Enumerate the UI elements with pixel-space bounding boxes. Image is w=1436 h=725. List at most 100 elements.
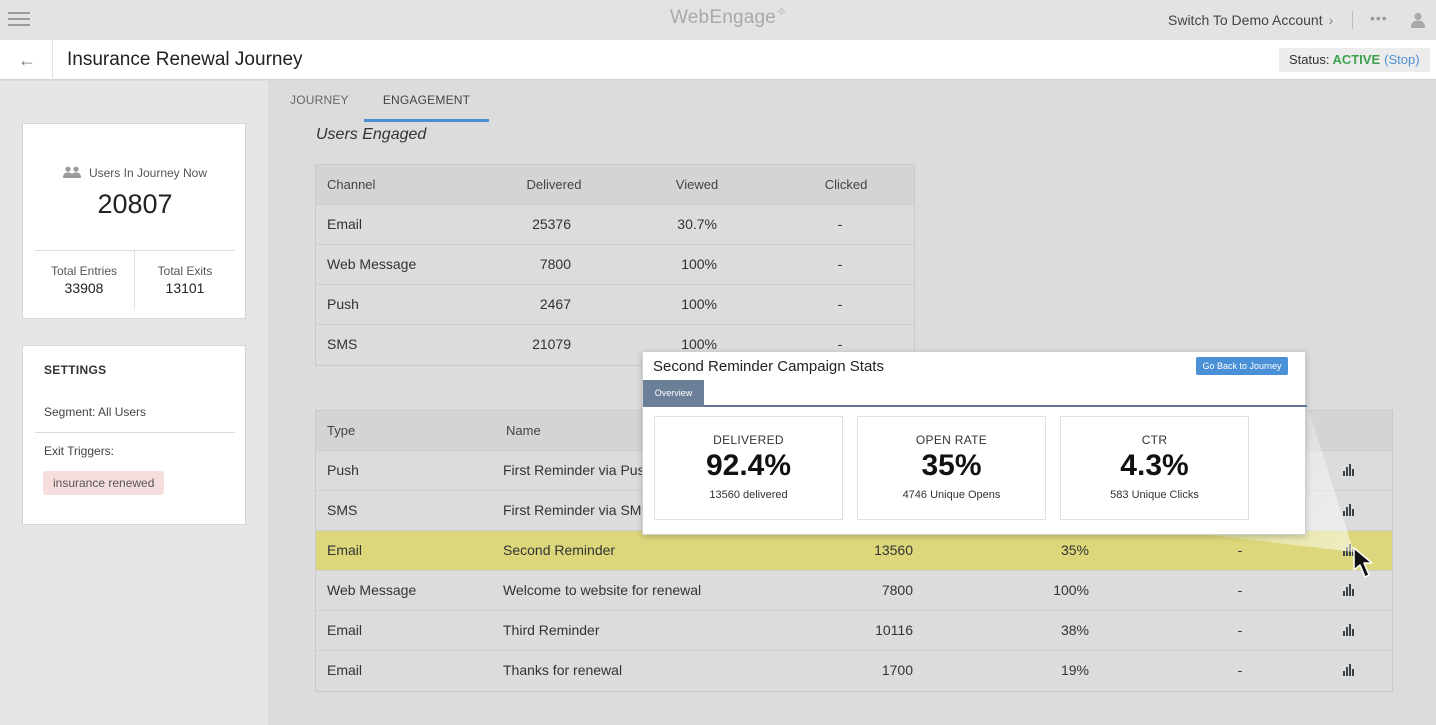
metric-value: 4.3% xyxy=(1120,449,1189,482)
column-header: Delivered xyxy=(526,177,582,192)
users-in-journey-count: 20807 xyxy=(97,189,173,219)
popup-tab-bar: Overview xyxy=(643,380,1307,407)
bar-chart-icon[interactable] xyxy=(1343,624,1355,636)
users-group-icon xyxy=(62,166,81,178)
bar-chart-icon[interactable] xyxy=(1343,504,1355,516)
table-row: Web Message 7800 100% - xyxy=(316,245,914,285)
title-bar: ← Insurance Renewal Journey Status: ACTIV… xyxy=(0,40,1436,80)
delivered-cell: 7800 xyxy=(881,582,913,598)
stop-journey-link[interactable]: (Stop) xyxy=(1384,52,1420,67)
user-icon[interactable] xyxy=(1411,12,1425,28)
name-cell: Second Reminder xyxy=(503,542,616,558)
table-row[interactable]: Email Thanks for renewal 1700 19% - xyxy=(316,651,1392,691)
metric-label: DELIVERED xyxy=(713,433,784,447)
switch-demo-account-link[interactable]: Switch To Demo Account › xyxy=(1168,12,1333,28)
table-row-highlighted[interactable]: Email Second Reminder 13560 35% - xyxy=(316,531,1392,571)
delivered-cell: 10116 xyxy=(875,622,913,638)
divider xyxy=(134,251,135,309)
type-cell: SMS xyxy=(327,502,358,518)
viewed-cell: 100% xyxy=(681,296,717,312)
channel-cell: SMS xyxy=(327,336,358,352)
go-back-to-journey-button[interactable]: Go Back to Journey xyxy=(1196,357,1288,375)
top-bar: WebEngage✧ Switch To Demo Account › ••• xyxy=(0,0,1436,40)
total-entries-label: Total Entries xyxy=(50,264,118,278)
metric-label: CTR xyxy=(1141,433,1168,447)
name-cell: Welcome to website for renewal xyxy=(503,582,702,598)
column-header: Channel xyxy=(327,177,376,192)
status-label: Status: xyxy=(1289,52,1330,67)
tab-engagement[interactable]: ENGAGEMENT xyxy=(364,81,489,122)
delivered-cell: 2467 xyxy=(539,296,571,312)
column-header: Name xyxy=(506,423,541,438)
channel-cell: Email xyxy=(327,216,363,232)
name-cell: First Reminder via SMS xyxy=(503,502,651,518)
type-cell: Push xyxy=(327,462,359,478)
delivered-metric-card: DELIVERED 92.4% 13560 delivered xyxy=(654,416,843,520)
table-row[interactable]: Email Third Reminder 10116 38% - xyxy=(316,611,1392,651)
clicked-cell: - xyxy=(1237,542,1243,558)
page-title: Insurance Renewal Journey xyxy=(67,49,303,70)
divider xyxy=(35,432,235,433)
chevron-right-icon: › xyxy=(1328,12,1334,28)
viewed-cell: 100% xyxy=(1053,582,1089,598)
viewed-cell: 30.7% xyxy=(677,216,717,232)
column-header: Type xyxy=(327,423,356,438)
clicked-cell: - xyxy=(837,336,843,352)
table-row[interactable]: Web Message Welcome to website for renew… xyxy=(316,571,1392,611)
divider xyxy=(52,40,53,80)
table-row: SMS 21079 100% - xyxy=(316,325,914,365)
clicked-cell: - xyxy=(837,256,843,272)
users-in-journey-label: Users In Journey Now xyxy=(88,166,208,180)
clicked-cell: - xyxy=(837,296,843,312)
status-badge: Status: ACTIVE (Stop) xyxy=(1279,48,1430,72)
exit-triggers-label: Exit Triggers: xyxy=(44,444,115,458)
open-rate-metric-card: OPEN RATE 35% 4746 Unique Opens xyxy=(857,416,1046,520)
viewed-cell: 100% xyxy=(681,336,717,352)
name-cell: Third Reminder xyxy=(503,622,600,638)
table-row: Push 2467 100% - xyxy=(316,285,914,325)
clicked-cell: - xyxy=(1237,582,1243,598)
left-sidebar: Users In Journey Now 20807 Total Entries… xyxy=(0,81,268,725)
popup-title: Second Reminder Campaign Stats xyxy=(653,358,884,375)
table-row: Email 25376 30.7% - xyxy=(316,205,914,245)
campaign-stats-popup: Second Reminder Campaign Stats Go Back t… xyxy=(642,351,1307,535)
users-engaged-title: Users Engaged xyxy=(316,126,427,143)
viewed-cell: 100% xyxy=(681,256,717,272)
clicked-cell: - xyxy=(1237,662,1243,678)
bar-chart-icon[interactable] xyxy=(1343,584,1355,596)
delivered-cell: 13560 xyxy=(874,542,913,558)
exit-trigger-chip[interactable]: insurance renewed xyxy=(43,471,165,495)
settings-title: SETTINGS xyxy=(44,363,107,377)
delivered-cell: 25376 xyxy=(532,216,571,232)
more-dots-icon[interactable]: ••• xyxy=(1370,10,1388,26)
channel-cell: Web Message xyxy=(327,256,417,272)
name-cell: Thanks for renewal xyxy=(503,662,623,678)
table-header-row: Channel Delivered Viewed Clicked xyxy=(316,165,914,205)
tab-journey[interactable]: JOURNEY xyxy=(290,93,349,107)
type-cell: Email xyxy=(327,662,363,678)
name-cell: First Reminder via Push xyxy=(503,462,653,478)
webengage-logo: WebEngage✧ xyxy=(670,4,788,28)
viewed-cell: 19% xyxy=(1060,662,1089,678)
type-cell: Email xyxy=(327,542,363,558)
status-value: ACTIVE xyxy=(1332,52,1381,67)
ctr-metric-card: CTR 4.3% 583 Unique Clicks xyxy=(1060,416,1249,520)
bar-chart-icon[interactable] xyxy=(1343,464,1355,476)
tab-overview[interactable]: Overview xyxy=(643,380,704,407)
channel-table: Channel Delivered Viewed Clicked Email 2… xyxy=(315,164,915,366)
total-entries-value: 33908 xyxy=(64,280,104,296)
hamburger-icon[interactable] xyxy=(8,12,30,28)
metric-value: 35% xyxy=(921,449,982,482)
divider xyxy=(35,250,235,251)
users-in-journey-heading: Users In Journey Now xyxy=(23,166,247,180)
delivered-cell: 1700 xyxy=(881,662,913,678)
metric-label: OPEN RATE xyxy=(915,433,988,447)
total-exits-value: 13101 xyxy=(165,280,205,296)
viewed-cell: 38% xyxy=(1060,622,1089,638)
settings-card: SETTINGS Segment: All Users Exit Trigger… xyxy=(22,345,246,525)
back-arrow-icon[interactable]: ← xyxy=(18,50,36,70)
segment-text: Segment: All Users xyxy=(44,405,147,419)
type-cell: Web Message xyxy=(327,582,417,598)
bar-chart-icon[interactable] xyxy=(1343,664,1355,676)
mouse-cursor-icon xyxy=(1353,547,1373,578)
